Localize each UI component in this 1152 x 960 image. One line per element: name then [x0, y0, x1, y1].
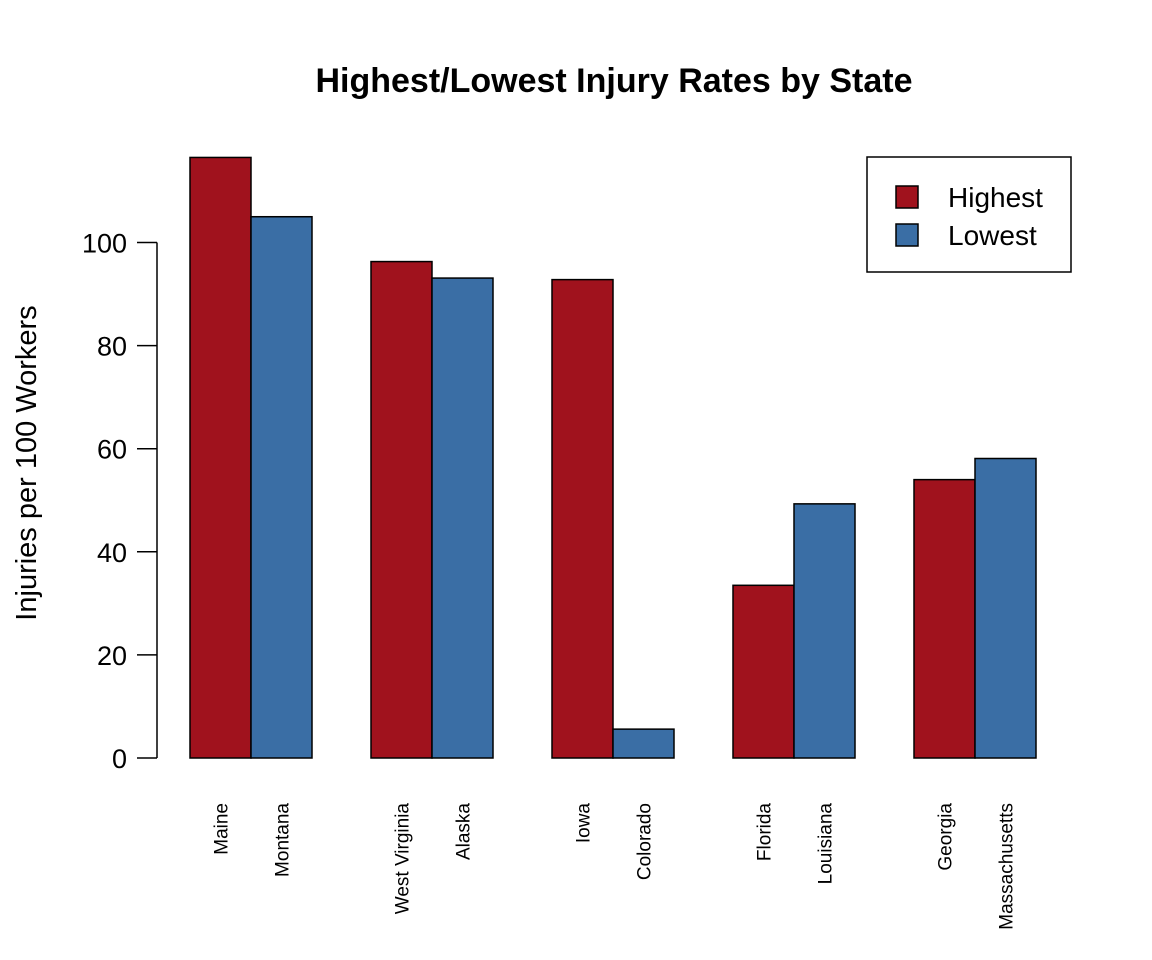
bar-highest-iowa — [551, 278, 614, 759]
bar-highest-florida — [732, 584, 795, 759]
legend-label-lowest: Lowest — [948, 220, 1037, 251]
category-label: Florida — [755, 803, 776, 862]
category-label: Louisiana — [816, 803, 837, 885]
legend-box — [866, 156, 1072, 273]
bar-highest-west-virginia — [370, 260, 433, 759]
y-axis-label: Injuries per 100 Workers — [11, 305, 43, 620]
y-tick-label: 80 — [97, 332, 127, 362]
bar-highest-georgia — [913, 478, 976, 759]
bar-lowest-louisiana — [793, 503, 856, 759]
legend-label-highest: Highest — [948, 182, 1043, 213]
y-axis: 0 20 40 60 80 100 — [82, 229, 158, 774]
bar-lowest-alaska — [431, 277, 494, 759]
y-tick-label: 40 — [97, 538, 127, 568]
category-labels: Maine Montana West Virginia Alaska Iowa Color… — [212, 803, 1018, 930]
category-label: Colorado — [635, 803, 656, 880]
chart-title: Highest/Lowest Injury Rates by State — [315, 62, 912, 100]
category-label: Georgia — [936, 803, 957, 871]
category-label: West Virginia — [393, 803, 414, 915]
bar-lowest-colorado — [612, 728, 675, 759]
category-label: Alaska — [454, 803, 475, 860]
legend: Highest Lowest — [866, 156, 1072, 273]
category-label: Iowa — [574, 803, 595, 844]
legend-swatch-highest — [895, 185, 919, 209]
y-tick-label: 0 — [112, 744, 127, 774]
y-tick-label: 100 — [82, 229, 127, 259]
bars — [189, 156, 1037, 759]
y-tick-label: 20 — [97, 641, 127, 671]
legend-swatch-lowest — [895, 223, 919, 247]
bar-highest-maine — [189, 156, 252, 759]
category-label: Massachusetts — [997, 803, 1018, 930]
bar-lowest-massachusetts — [974, 457, 1037, 759]
category-label: Montana — [273, 803, 294, 877]
bar-lowest-montana — [250, 215, 313, 759]
category-label: Maine — [212, 803, 233, 855]
y-tick-label: 60 — [97, 435, 127, 465]
